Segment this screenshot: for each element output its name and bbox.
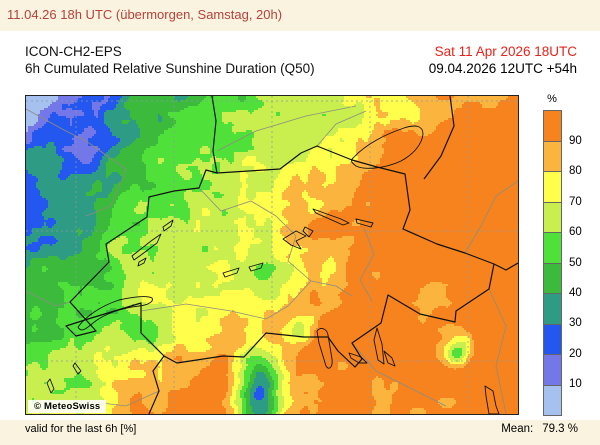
- lake-annecy: [72, 362, 82, 375]
- legend-segment: [544, 324, 561, 355]
- lake-zurich: [312, 208, 350, 226]
- national-borders: [65, 96, 518, 414]
- legend-unit-label: %: [547, 93, 557, 105]
- lake-biel: [162, 219, 174, 232]
- meteoswiss-attribution: © MeteoSwiss: [28, 400, 107, 413]
- lake-garda: [484, 385, 500, 414]
- legend-tick-label: 90: [569, 134, 582, 147]
- legend-tick-label: 10: [569, 378, 582, 391]
- lake-constance: [351, 125, 424, 169]
- map-area: © MeteoSwiss: [25, 95, 519, 415]
- valid-time: Sat 11 Apr 2026 18UTC: [434, 44, 577, 59]
- legend-segment: [544, 141, 561, 172]
- page-title: 11.04.26 18h UTC (übermorgen, Samstag, 2…: [7, 7, 283, 22]
- lake-bourget: [46, 378, 55, 394]
- map-overlay: [26, 96, 518, 414]
- lake-neuchatel: [131, 233, 162, 261]
- lake-maggiore: [316, 328, 333, 369]
- product-title: 6h Cumulated Relative Sunshine Duration …: [25, 61, 315, 76]
- lake-lugano: [348, 352, 368, 364]
- legend-segment: [544, 111, 561, 142]
- legend-segment: [544, 172, 561, 203]
- legend-segment: [544, 294, 561, 325]
- legend-segment: [544, 263, 561, 294]
- lake-murten: [137, 257, 147, 267]
- legend-tick-label: 80: [569, 165, 582, 178]
- legend-tick-label: 30: [569, 317, 582, 330]
- lake-geneva: [77, 296, 153, 331]
- lake-lucerne: [282, 230, 307, 250]
- france-germany-border: [211, 96, 218, 174]
- model-name: ICON-CH2-EPS: [25, 44, 122, 59]
- mean-value: 79.3 %: [542, 423, 578, 435]
- mean-label: Mean:: [501, 423, 534, 435]
- legend-segment: [544, 202, 561, 233]
- lake-brienz: [248, 262, 264, 272]
- graticule: [26, 96, 518, 414]
- france-italy-border: [148, 355, 165, 414]
- model-run: 09.04.2026 12UTC +54h: [428, 61, 577, 76]
- lakes: [46, 125, 500, 414]
- lake-como-east-arm: [383, 350, 396, 367]
- swiss-border: [65, 145, 495, 368]
- legend-tick-label: 50: [569, 256, 582, 269]
- lake-walen: [355, 218, 374, 228]
- valid-for-note: valid for the last 6h [%]: [25, 423, 137, 435]
- germany-austria-border: [423, 96, 455, 180]
- color-scale-bar: [543, 110, 562, 416]
- legend-tick-label: 70: [569, 195, 582, 208]
- legend-tick-label: 40: [569, 286, 582, 299]
- lake-como: [373, 327, 385, 365]
- mean-value-line: Mean: 79.3 %: [501, 423, 578, 435]
- austria-italy-border: [493, 262, 518, 271]
- lake-zug: [302, 226, 314, 238]
- lake-thun: [222, 267, 240, 278]
- legend-segment: [544, 355, 561, 386]
- legend-segment: [544, 385, 561, 415]
- legend-tick-label: 60: [569, 226, 582, 239]
- legend-segment: [544, 233, 561, 264]
- legend-tick-label: 20: [569, 347, 582, 360]
